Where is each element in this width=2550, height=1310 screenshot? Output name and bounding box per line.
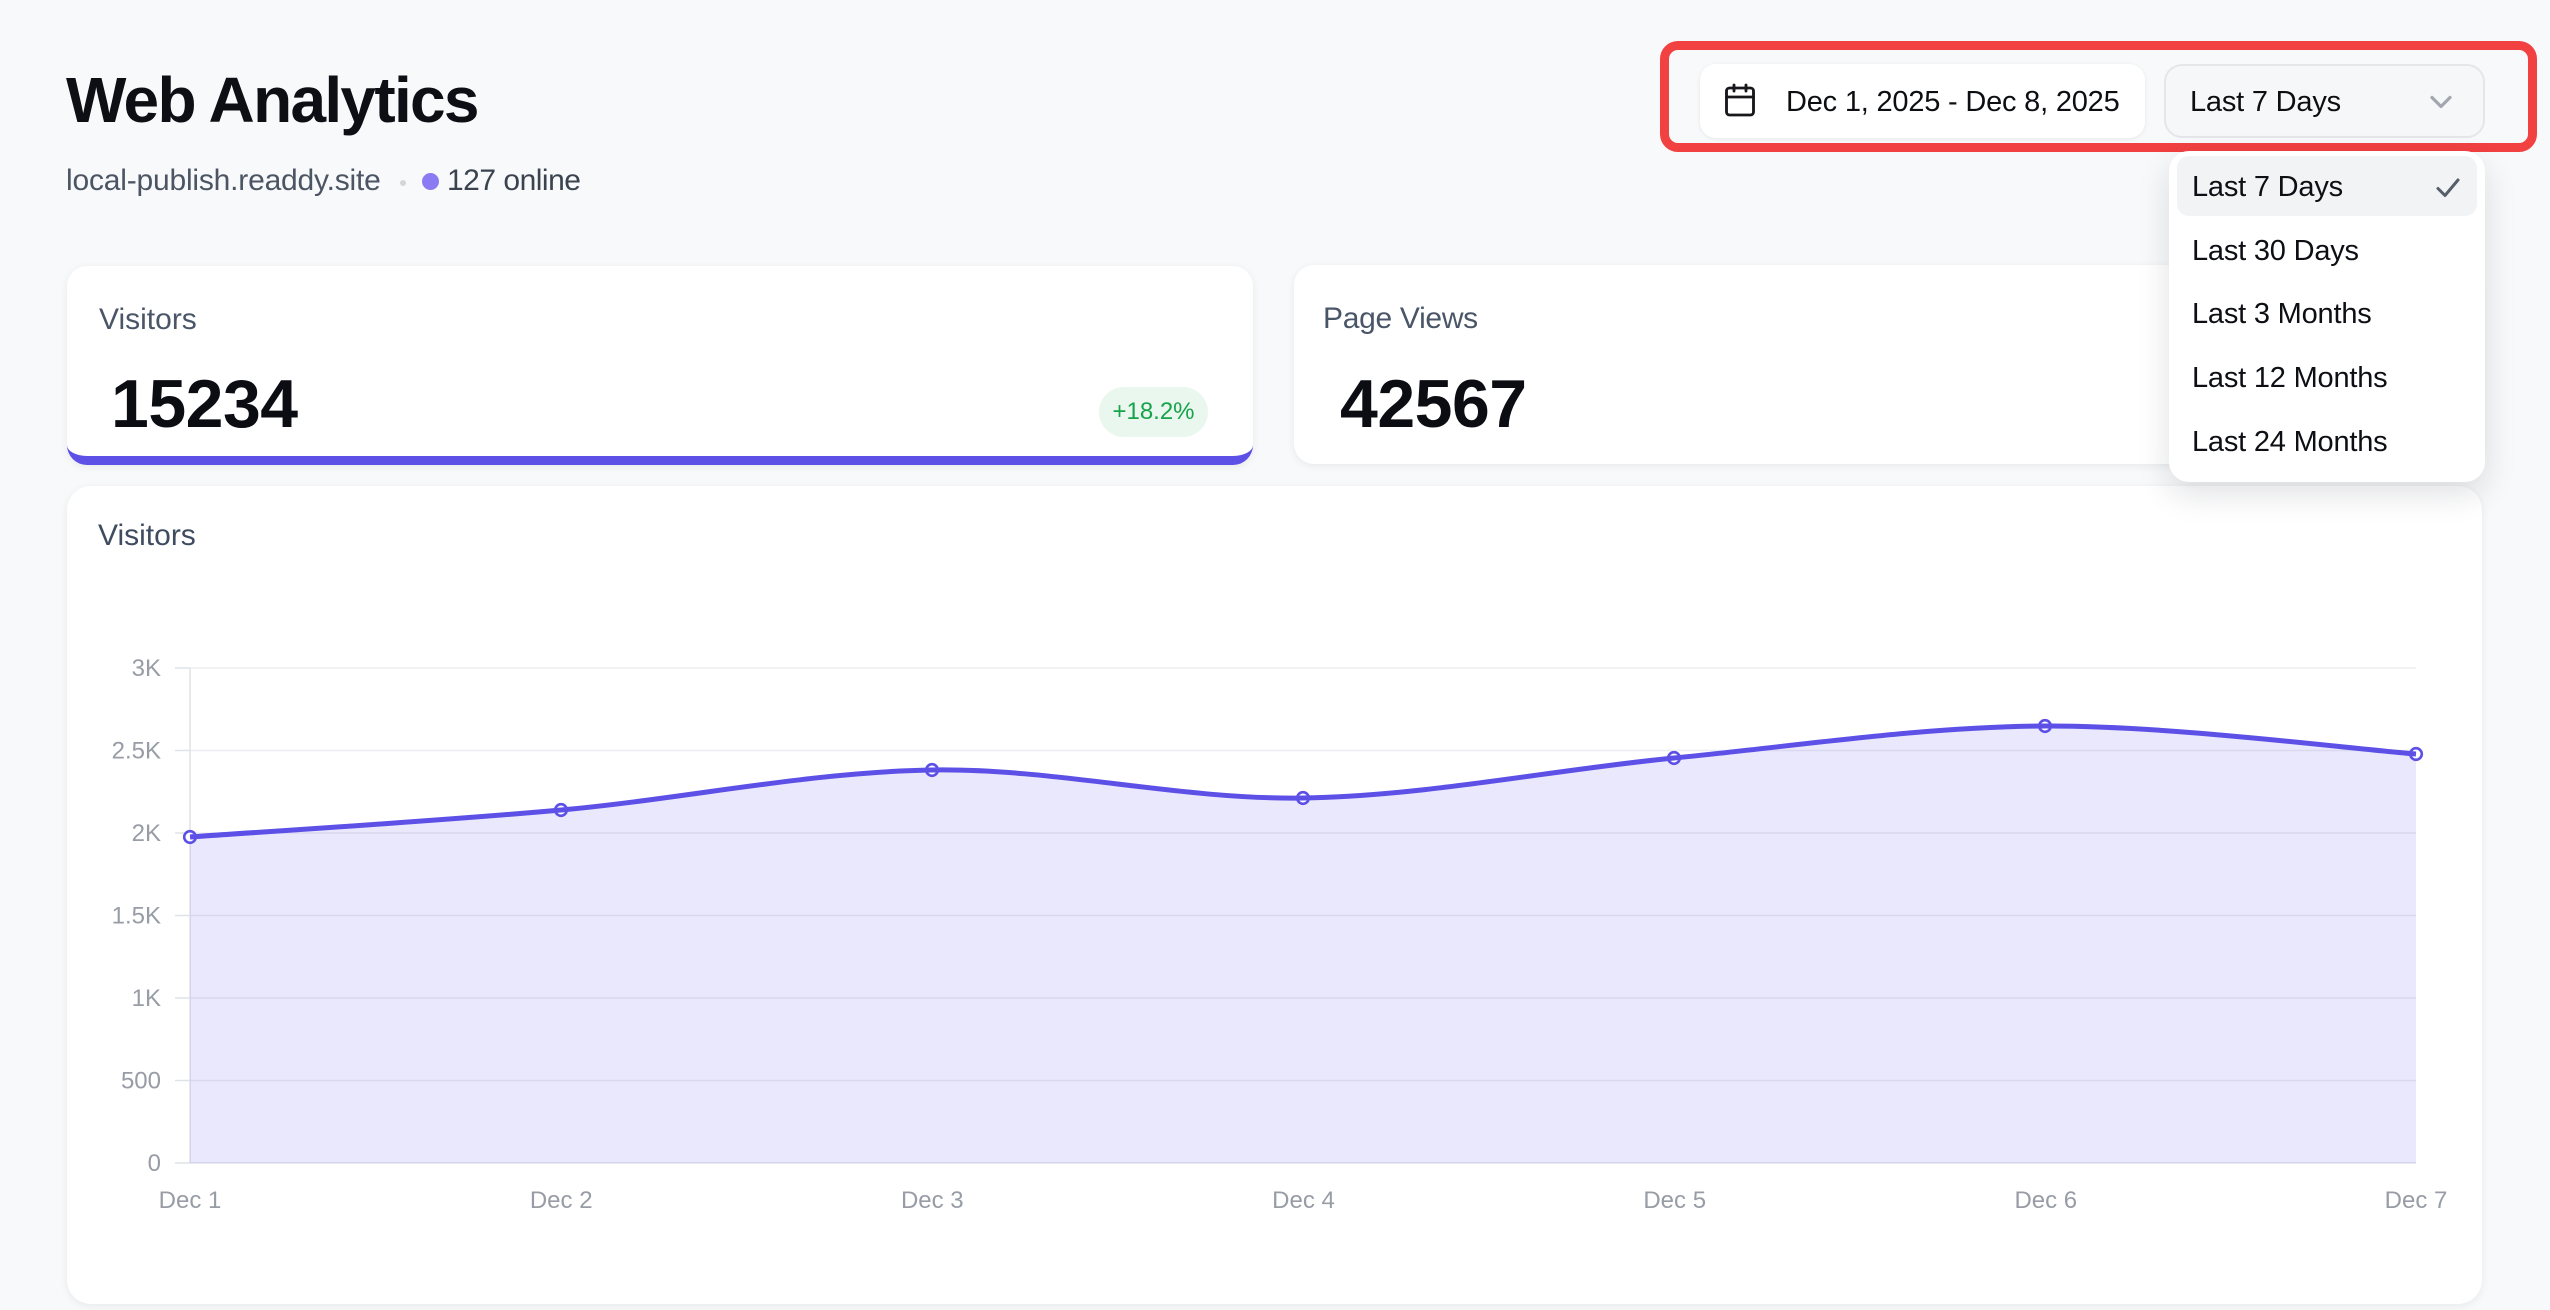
- svg-text:Dec 4: Dec 4: [1272, 1187, 1335, 1214]
- svg-text:Dec 7: Dec 7: [2385, 1187, 2448, 1214]
- svg-text:2.5K: 2.5K: [112, 738, 161, 765]
- svg-text:Dec 3: Dec 3: [901, 1187, 964, 1214]
- svg-text:3K: 3K: [132, 655, 161, 682]
- svg-text:2K: 2K: [132, 820, 161, 847]
- svg-text:500: 500: [121, 1068, 161, 1095]
- svg-text:Dec 6: Dec 6: [2014, 1187, 2077, 1214]
- svg-text:0: 0: [148, 1150, 161, 1177]
- svg-text:Dec 5: Dec 5: [1643, 1187, 1706, 1214]
- svg-text:1K: 1K: [132, 985, 161, 1012]
- svg-text:1.5K: 1.5K: [112, 903, 161, 930]
- svg-text:Dec 2: Dec 2: [530, 1187, 593, 1214]
- svg-text:Dec 1: Dec 1: [159, 1187, 222, 1214]
